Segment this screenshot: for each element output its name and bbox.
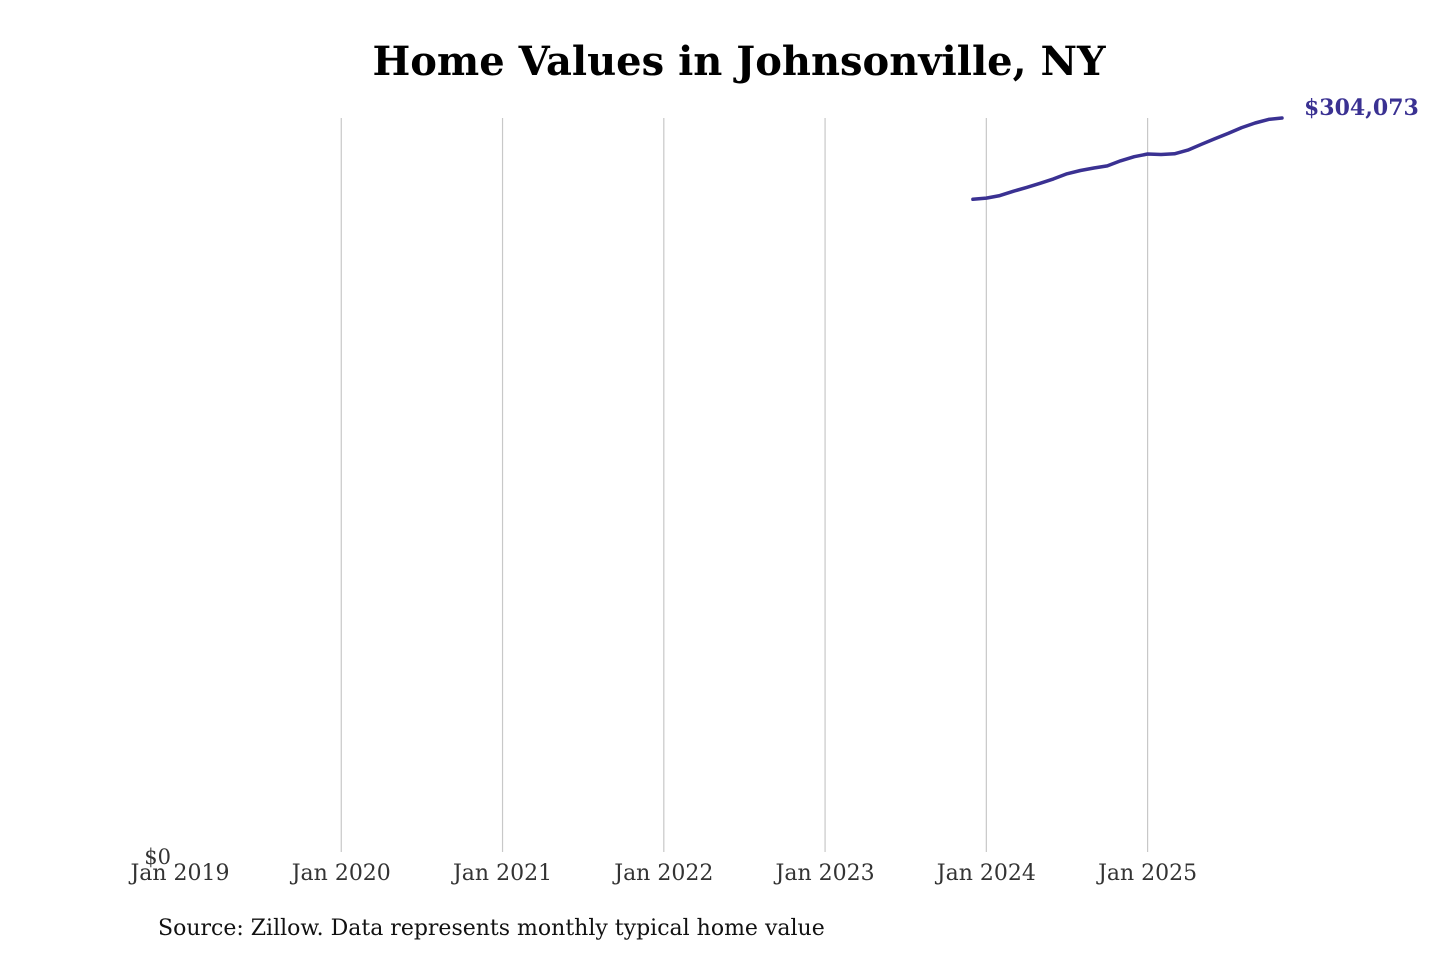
y-tick-label: $0 — [144, 845, 171, 869]
x-tick-label: Jan 2023 — [774, 861, 875, 886]
end-value-label: $304,073 — [1304, 95, 1419, 121]
x-tick-label: Jan 2022 — [612, 861, 713, 886]
x-tick-label: Jan 2024 — [935, 861, 1036, 886]
x-tick-label: Jan 2020 — [290, 861, 391, 886]
chart-title: Home Values in Johnsonville, NY — [372, 38, 1106, 85]
label-layer: Jan 2019 Jan 2020 Jan 2021 Jan 2022 Jan 2023… — [128, 95, 1418, 886]
source-note: Source: Zillow. Data represents monthly … — [158, 916, 825, 941]
grid-lines — [340, 118, 1149, 852]
series-layer — [971, 116, 1284, 202]
x-tick-label: Jan 2019 — [128, 861, 229, 886]
series-line — [971, 116, 1284, 202]
x-tick-label: Jan 2025 — [1096, 861, 1197, 886]
x-tick-label: Jan 2021 — [451, 861, 552, 886]
